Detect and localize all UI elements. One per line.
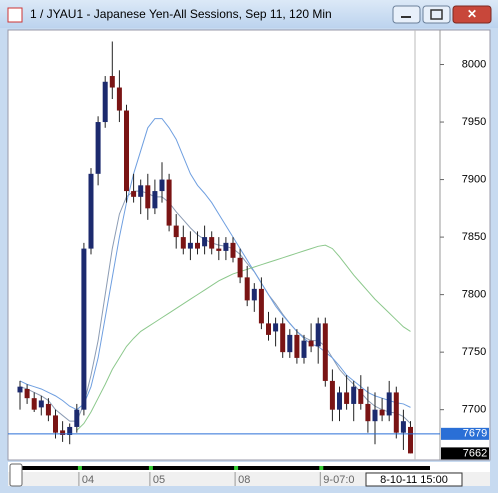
candle-body xyxy=(294,334,300,358)
cursor-time-box xyxy=(365,472,463,487)
candle-body xyxy=(209,237,215,249)
candle-body xyxy=(266,323,271,335)
session-dot xyxy=(77,466,82,470)
candle-body xyxy=(180,237,186,249)
candle-body xyxy=(60,430,66,435)
y-tick-label: 8000 xyxy=(462,58,486,70)
price-label: 7679 xyxy=(463,428,487,440)
candle-body xyxy=(152,191,158,209)
candle-body xyxy=(95,122,101,174)
candle-body xyxy=(372,409,378,422)
candle-body xyxy=(280,323,286,353)
x-tick-label: 05 xyxy=(153,474,165,486)
candle-body xyxy=(337,392,342,410)
candle-body xyxy=(187,242,193,249)
candle-body xyxy=(173,225,179,238)
candle-body xyxy=(145,185,151,209)
y-tick-label: 7700 xyxy=(462,404,486,416)
candle-body xyxy=(315,323,321,347)
candle-body xyxy=(138,185,144,197)
session-dot xyxy=(319,466,324,470)
candle-body xyxy=(379,409,385,416)
candle-body xyxy=(273,323,279,332)
indicator-line xyxy=(76,244,411,431)
plot-area xyxy=(7,29,491,461)
candle-body xyxy=(322,323,328,381)
maximize-icon xyxy=(430,9,443,20)
candle-body xyxy=(365,403,371,422)
y-tick-label: 7800 xyxy=(462,289,486,301)
candle-body xyxy=(102,81,108,123)
candle-body xyxy=(223,242,229,251)
maximize-button[interactable] xyxy=(422,5,451,24)
y-tick-label: 7900 xyxy=(462,173,486,185)
candle-body xyxy=(131,191,137,197)
cursor-time: 8-10-11 15:00 xyxy=(380,474,448,486)
candle-body xyxy=(38,400,44,408)
candle-body xyxy=(329,380,335,410)
candle-body xyxy=(17,386,23,393)
candle-body xyxy=(358,388,364,404)
candle-body xyxy=(216,248,222,251)
candle-body xyxy=(24,388,30,399)
candle-body xyxy=(351,386,357,404)
candle-body xyxy=(237,257,243,278)
x-tick-label: 9-07:0 xyxy=(323,474,354,486)
candle-body xyxy=(386,392,392,416)
candle-body xyxy=(53,415,58,433)
candle-body xyxy=(308,340,314,347)
candle-body xyxy=(301,340,307,358)
candle-body xyxy=(166,179,172,226)
candle-body xyxy=(88,173,94,249)
candle-body xyxy=(258,288,264,324)
candle-body xyxy=(124,110,129,192)
candle-body xyxy=(67,426,73,435)
candle-body xyxy=(344,392,350,404)
candle-body xyxy=(31,398,37,410)
x-tick-label: 08 xyxy=(238,474,250,486)
candle-body xyxy=(74,409,80,427)
candle-body xyxy=(287,334,293,353)
candle-body xyxy=(251,288,257,301)
candle-body xyxy=(45,403,51,416)
candle-body xyxy=(202,237,208,247)
candle-body xyxy=(195,242,200,249)
candle-body xyxy=(408,426,413,454)
y-tick-label: 7950 xyxy=(462,116,486,128)
last-label: 7662 xyxy=(463,447,487,459)
last-label-box xyxy=(441,447,489,460)
candle-body xyxy=(109,76,115,88)
app-icon xyxy=(7,7,23,23)
session-bar xyxy=(22,466,430,470)
candle-body xyxy=(400,421,406,433)
candle-body xyxy=(230,242,236,258)
candle-body xyxy=(244,277,250,301)
close-button[interactable] xyxy=(452,5,492,24)
session-dot xyxy=(234,466,239,470)
candle-body xyxy=(159,179,165,192)
y-tick-label: 7850 xyxy=(462,231,486,243)
scroll-thumb[interactable] xyxy=(9,463,23,487)
candle-body xyxy=(81,248,87,410)
session-dot xyxy=(148,466,153,470)
close-icon: ✕ xyxy=(467,7,477,21)
x-tick-label: 04 xyxy=(82,474,94,486)
price-label-box xyxy=(441,427,489,440)
window-title: 1 / JYAU1 - Japanese Yen-All Sessions, S… xyxy=(30,7,332,21)
candle-body xyxy=(116,87,122,111)
candle-body xyxy=(393,392,399,433)
minimize-button[interactable] xyxy=(392,5,421,24)
y-tick-label: 7750 xyxy=(462,346,486,358)
